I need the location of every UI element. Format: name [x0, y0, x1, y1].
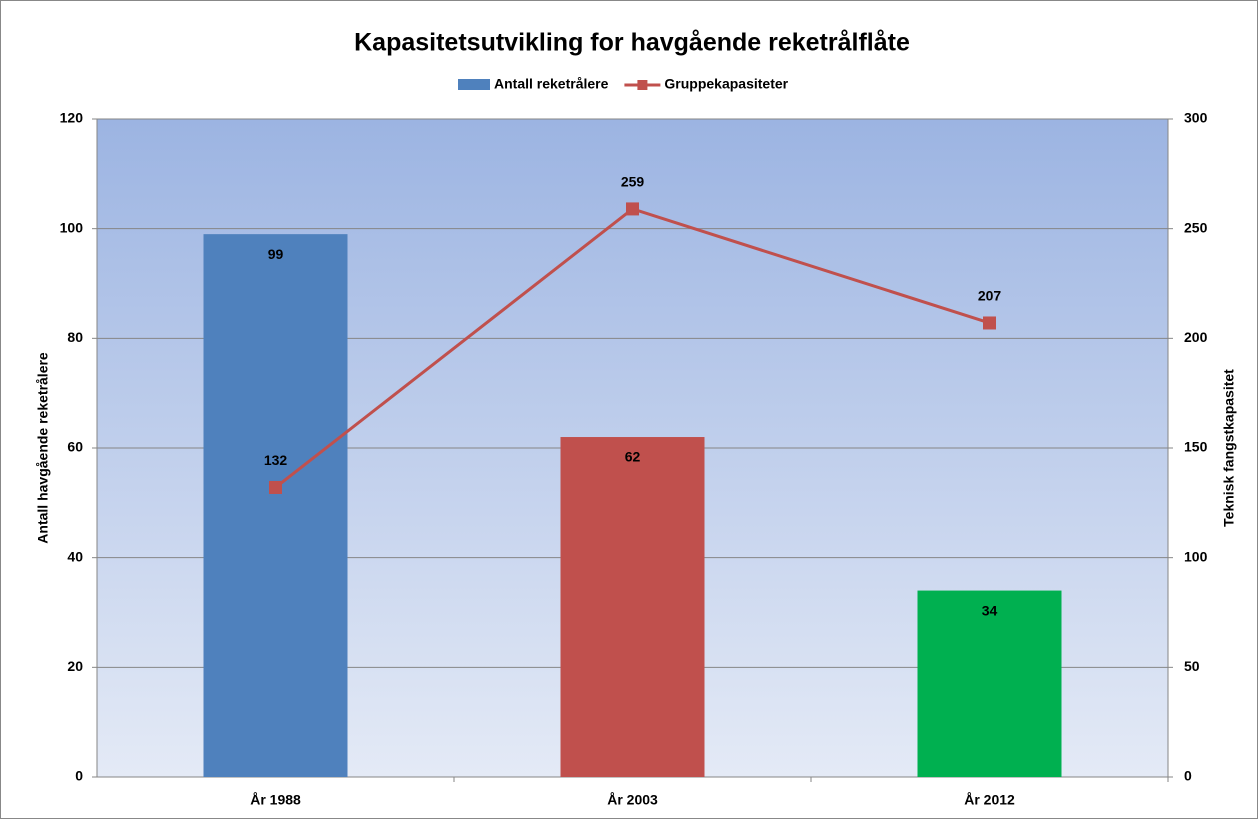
y-tick-label: 20 [67, 658, 83, 674]
line-marker [983, 316, 996, 330]
y-tick-label: 0 [75, 768, 83, 784]
y-axis-label: Antall havgående reketrålere [35, 352, 51, 544]
line-value-label: 259 [621, 174, 645, 190]
y2-tick-label: 250 [1184, 219, 1208, 235]
y2-tick-label: 200 [1184, 329, 1208, 345]
legend-label: Gruppekapasiteter [664, 76, 788, 92]
x-tick-label: År 2003 [607, 792, 658, 808]
line-value-label: 132 [264, 452, 288, 468]
line-value-label: 207 [978, 288, 1002, 304]
bar-value-label: 62 [625, 449, 641, 465]
y2-tick-label: 0 [1184, 768, 1192, 784]
y2-tick-label: 300 [1184, 110, 1208, 126]
y2-tick-label: 150 [1184, 439, 1208, 455]
bar-value-label: 34 [982, 602, 998, 618]
y-tick-label: 40 [67, 548, 83, 564]
bar [917, 590, 1062, 777]
y-tick-label: 120 [60, 110, 84, 126]
x-tick-label: År 1988 [250, 792, 301, 808]
line-marker [269, 480, 282, 494]
line-marker [626, 202, 639, 216]
y-tick-label: 80 [67, 329, 83, 345]
bar-value-label: 99 [268, 246, 284, 262]
y-tick-label: 100 [60, 219, 84, 235]
legend-swatch [458, 79, 490, 90]
bar [560, 437, 705, 777]
y2-axis-label: Teknisk fangstkapasitet [1221, 369, 1237, 527]
legend-label: Antall reketrålere [494, 76, 609, 92]
y-tick-label: 60 [67, 439, 83, 455]
chart-title: Kapasitetsutvikling for havgående reketr… [354, 29, 910, 57]
y2-tick-label: 50 [1184, 658, 1200, 674]
bar [203, 234, 348, 777]
x-tick-label: År 2012 [964, 792, 1015, 808]
legend-marker [637, 80, 648, 90]
y2-tick-label: 100 [1184, 548, 1208, 564]
